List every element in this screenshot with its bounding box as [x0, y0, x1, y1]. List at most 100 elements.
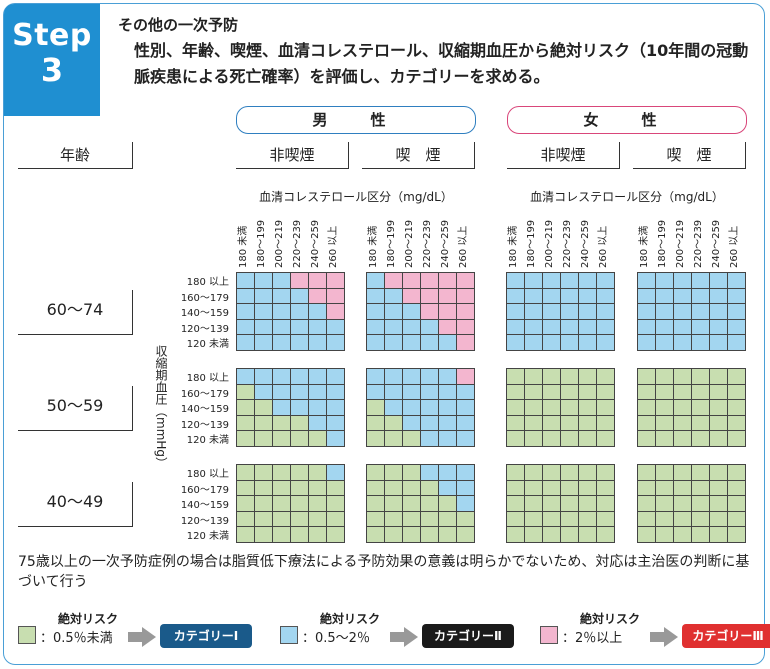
risk-cell [674, 431, 692, 447]
risk-cell [327, 288, 345, 305]
risk-cell [728, 400, 746, 416]
risk-cell [597, 400, 615, 416]
footnote: 75歳以上の一次予防症例の場合は脂質低下療法による予防効果の意義は明らかでないた… [18, 554, 750, 590]
risk-cell [421, 511, 439, 528]
risk-cell [327, 415, 345, 432]
risk-cell [692, 335, 710, 351]
risk-cell [597, 480, 615, 497]
risk-cell [561, 496, 579, 512]
risk-cell [507, 480, 525, 497]
risk-cell [692, 369, 710, 385]
risk-cell [309, 527, 327, 543]
risk-cell [710, 288, 728, 305]
female-chol-label: 血清コレステロール区分（mg/dL） [530, 190, 724, 204]
risk-cell [255, 480, 273, 497]
risk-cell [439, 415, 457, 432]
risk-grid [236, 368, 345, 447]
chol-tick: 180～199 [255, 212, 269, 268]
risk-cell [403, 304, 421, 320]
risk-cell [638, 369, 656, 385]
risk-cell [579, 335, 597, 351]
risk-cell [674, 384, 692, 401]
risk-cell [385, 496, 403, 512]
risk-cell [579, 304, 597, 320]
legend-value: ：0.5～2％ [302, 631, 370, 646]
risk-cell [367, 384, 385, 401]
risk-cell [525, 288, 543, 305]
risk-cell [367, 480, 385, 497]
risk-cell [421, 480, 439, 497]
chol-tick-text: 200～219 [544, 219, 555, 268]
risk-cell [674, 369, 692, 385]
chol-tick-text: 220～239 [422, 219, 433, 268]
legend-swatch [280, 626, 298, 644]
risk-cell [597, 369, 615, 385]
risk-cell [597, 415, 615, 432]
risk-cell [273, 273, 291, 289]
chol-tick: 240～259 [309, 212, 323, 268]
risk-cell [656, 369, 674, 385]
age-header: 年齢 [18, 142, 133, 169]
bp-tick: 140～159 [180, 404, 229, 416]
risk-cell [291, 273, 309, 289]
risk-cell [543, 319, 561, 336]
risk-cell [561, 273, 579, 289]
chol-tick: 200～219 [273, 212, 287, 268]
risk-cell [597, 273, 615, 289]
risk-cell [525, 527, 543, 543]
chol-tick-text: 220～239 [292, 219, 303, 268]
risk-cell [543, 335, 561, 351]
category-badge: カテゴリーⅠ [160, 624, 252, 648]
risk-cell [291, 335, 309, 351]
risk-cell [561, 335, 579, 351]
risk-cell [710, 400, 728, 416]
risk-cell [255, 511, 273, 528]
risk-cell [439, 431, 457, 447]
risk-cell [692, 511, 710, 528]
risk-cell [674, 335, 692, 351]
risk-cell [638, 431, 656, 447]
card-frame [3, 3, 765, 665]
risk-cell [385, 319, 403, 336]
risk-cell [457, 335, 475, 351]
risk-cell [656, 480, 674, 497]
bp-tick: 180 以上 [186, 277, 229, 288]
risk-cell [327, 431, 345, 447]
risk-cell [421, 304, 439, 320]
risk-cell [291, 496, 309, 512]
chol-tick-text: 260 以上 [598, 225, 609, 268]
chol-tick: 180～199 [525, 212, 539, 268]
risk-cell [367, 496, 385, 512]
risk-grid [236, 272, 345, 351]
risk-cell [291, 288, 309, 305]
risk-cell [543, 496, 561, 512]
risk-cell [309, 400, 327, 416]
male-header: 男 性 [236, 106, 476, 134]
chol-tick: 200～219 [403, 212, 417, 268]
risk-cell [255, 431, 273, 447]
bp-tick: 120～139 [180, 323, 229, 335]
risk-cell [457, 527, 475, 543]
risk-cell [543, 384, 561, 401]
risk-cell [255, 465, 273, 481]
risk-cell [638, 273, 656, 289]
risk-cell [579, 369, 597, 385]
chol-tick-text: 260 以上 [328, 225, 339, 268]
risk-cell [403, 384, 421, 401]
risk-cell [656, 288, 674, 305]
risk-cell [421, 384, 439, 401]
risk-cell [273, 527, 291, 543]
chol-tick: 180～199 [656, 212, 670, 268]
chol-tick-text: 180～199 [526, 219, 537, 268]
risk-cell [507, 288, 525, 305]
risk-cell [525, 369, 543, 385]
risk-cell [291, 384, 309, 401]
risk-cell [507, 273, 525, 289]
risk-cell [579, 288, 597, 305]
female-header: 女 性 [507, 106, 747, 134]
risk-cell [674, 415, 692, 432]
risk-cell [543, 288, 561, 305]
risk-cell [638, 384, 656, 401]
chol-tick-text: 220～239 [693, 219, 704, 268]
risk-cell [327, 400, 345, 416]
